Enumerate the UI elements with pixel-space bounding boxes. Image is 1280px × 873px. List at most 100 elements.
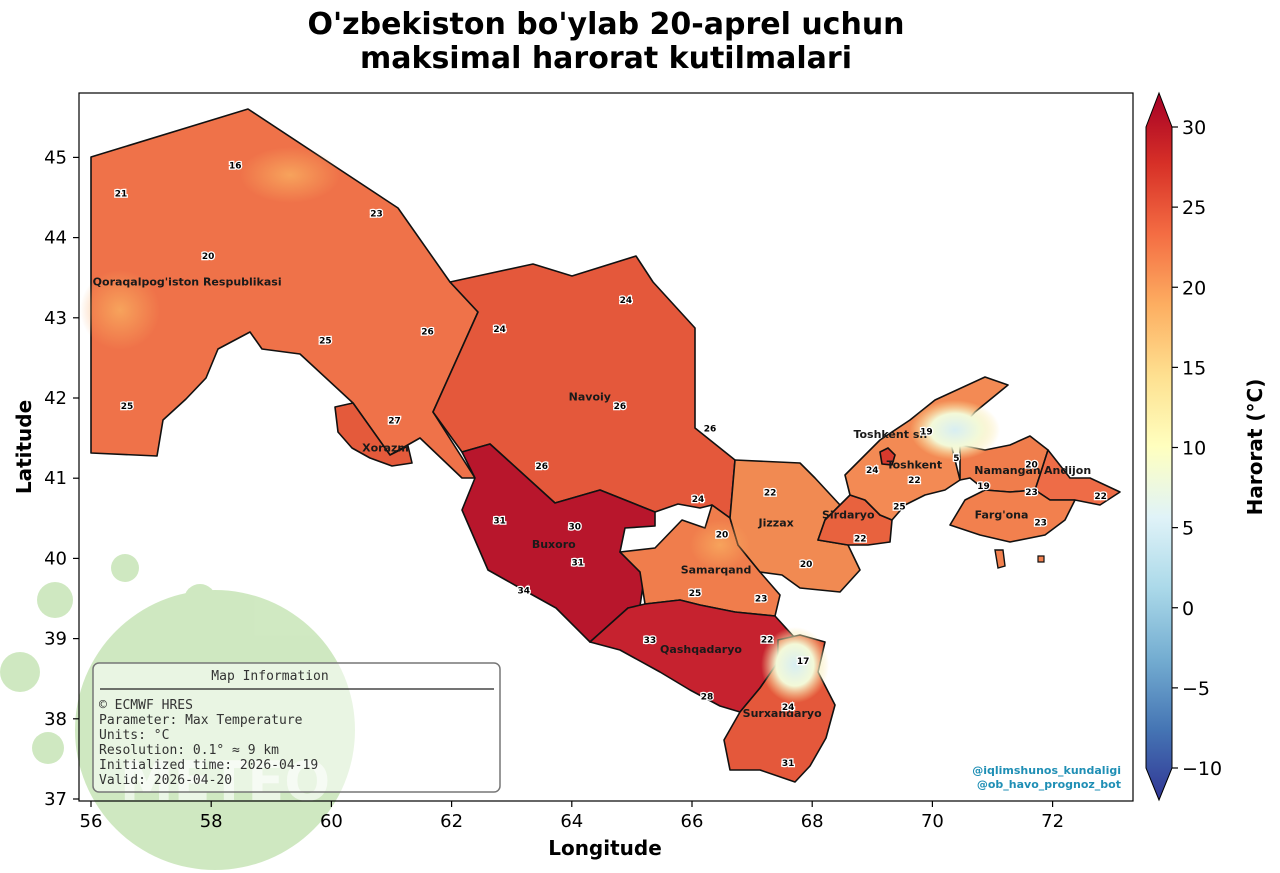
region-label: Samarqand xyxy=(681,564,752,577)
station-value-label: 26 xyxy=(421,327,434,337)
station-value-label: 20 xyxy=(800,560,813,570)
info-box-heading: Map Information xyxy=(211,669,328,684)
station-value-label: 25 xyxy=(319,336,332,346)
info-line-units: Units: °C xyxy=(99,728,169,743)
region-fargona-exclave xyxy=(994,549,1006,569)
station-value-label: 27 xyxy=(388,416,401,426)
station-value-label: 22 xyxy=(761,635,774,645)
station-value-label: 25 xyxy=(121,402,134,412)
y-tick-label: 42 xyxy=(44,388,67,409)
cool-zone-tashkent-mountains xyxy=(910,400,1000,460)
station-value-label: 22 xyxy=(908,476,921,486)
warm-patch-samarqand xyxy=(690,520,750,570)
y-tick-label: 41 xyxy=(44,468,67,489)
colorbar-tick-label: 30 xyxy=(1182,117,1206,139)
y-tick-label: 39 xyxy=(44,629,67,650)
y-tick-label: 45 xyxy=(44,147,67,168)
map-information-box: Map Information © ECMWF HRES Parameter: … xyxy=(92,662,501,793)
map-title-line-2: maksimal harorat kutilmalari xyxy=(360,41,852,76)
station-value-label: 26 xyxy=(704,424,717,434)
region-label: Navoiy xyxy=(569,390,611,403)
info-line-valid: Valid: 2026-04-20 xyxy=(99,773,232,788)
colorbar-tick-label: 0 xyxy=(1182,598,1194,620)
colorbar-ticks: −10 −5 0 5 10 15 20 25 30 xyxy=(1172,117,1222,780)
station-value-label: 22 xyxy=(764,489,777,499)
station-value-label: 24 xyxy=(782,703,795,713)
x-axis-label: Longitude xyxy=(548,836,662,860)
colorbar-bar xyxy=(1145,91,1173,802)
x-tick-label: 60 xyxy=(320,811,343,832)
region-label: Andijon xyxy=(1044,464,1091,477)
info-line-source: © ECMWF HRES xyxy=(99,698,193,713)
region-andijon xyxy=(1034,449,1121,506)
region-label: Sirdaryo xyxy=(822,508,875,521)
station-value-label: 28 xyxy=(701,692,714,702)
region-fargona xyxy=(949,489,1076,543)
station-value-label: 5 xyxy=(953,454,959,464)
station-value-label: 17 xyxy=(797,657,810,667)
region-labels: Qoraqalpog'iston Respublikasi Xorazm Navoi… xyxy=(93,276,1092,720)
credit-ob-havo-bot: @ob_havo_prognoz_bot xyxy=(977,778,1121,791)
station-value-label: 33 xyxy=(644,636,657,646)
info-line-parameter: Parameter: Max Temperature xyxy=(99,713,303,728)
x-tick-label: 68 xyxy=(801,811,824,832)
y-tick-label: 44 xyxy=(44,228,67,249)
station-value-label: 19 xyxy=(920,428,933,438)
colorbar-tick-label: −10 xyxy=(1182,758,1222,780)
y-tick-label: 37 xyxy=(44,789,67,810)
y-tick-label: 43 xyxy=(44,308,67,329)
station-value-label: 31 xyxy=(493,517,506,527)
station-value-label: 16 xyxy=(229,161,242,171)
x-tick-label: 58 xyxy=(200,811,223,832)
y-tick-label: 38 xyxy=(44,709,67,730)
station-value-label: 31 xyxy=(782,759,795,769)
y-tick-label: 40 xyxy=(44,548,67,569)
station-value-label: 25 xyxy=(893,502,906,512)
station-value-label: 24 xyxy=(493,325,506,335)
station-value-label: 34 xyxy=(517,586,530,596)
region-fargona-exclave-2 xyxy=(1037,555,1045,563)
station-value-label: 22 xyxy=(854,534,867,544)
map-title-line-1: O'zbekiston bo'ylab 20-aprel uchun xyxy=(307,7,905,42)
station-value-label: 23 xyxy=(370,210,383,220)
colorbar: −10 −5 0 5 10 15 20 25 30 Harorat (°C) xyxy=(1145,91,1267,802)
x-tick-label: 72 xyxy=(1041,811,1064,832)
station-value-label: 19 xyxy=(977,482,990,492)
station-value-label: 31 xyxy=(572,558,585,568)
station-value-label: 26 xyxy=(535,462,548,472)
region-label: Qashqadaryo xyxy=(660,643,742,656)
station-value-label: 20 xyxy=(716,530,729,540)
station-values: 16 21 23 20 26 25 25 27 24 24 26 26 26 24 22 20 20 31 30 31… xyxy=(114,160,1109,770)
warm-patch-north xyxy=(240,147,340,203)
colorbar-tick-label: 20 xyxy=(1182,277,1206,299)
map-regions-layer xyxy=(80,108,1121,783)
warm-patch-west xyxy=(80,270,160,350)
region-toshkent-shahri xyxy=(879,447,896,466)
colorbar-tick-label: 15 xyxy=(1182,357,1206,379)
x-tick-label: 66 xyxy=(681,811,704,832)
station-value-label: 24 xyxy=(692,495,705,505)
region-label: Qoraqalpog'iston Respublikasi xyxy=(93,276,282,289)
colorbar-label: Harorat (°C) xyxy=(1243,379,1267,516)
region-label: Toshkent xyxy=(887,459,943,472)
region-xorazm xyxy=(334,402,413,467)
colorbar-tick-label: 10 xyxy=(1182,438,1206,460)
region-label: Jizzax xyxy=(758,516,794,529)
map-axes-frame xyxy=(78,92,1134,802)
station-value-label: 24 xyxy=(620,296,633,306)
station-value-label: 24 xyxy=(866,466,879,476)
region-label: Toshkent sh xyxy=(853,428,927,441)
region-label: Surxandaryo xyxy=(743,707,822,720)
x-tick-label: 64 xyxy=(560,811,583,832)
region-label: Namangan xyxy=(974,464,1040,477)
station-value-label: 23 xyxy=(1034,518,1047,528)
station-value-label: 20 xyxy=(202,252,215,262)
station-value-label: 22 xyxy=(1094,492,1107,502)
x-tick-label: 70 xyxy=(921,811,944,832)
region-label: Xorazm xyxy=(362,442,409,455)
station-value-label: 25 xyxy=(689,589,702,599)
x-tick-label: 56 xyxy=(80,811,103,832)
station-value-label: 30 xyxy=(569,522,582,532)
info-line-resolution: Resolution: 0.1° ≈ 9 km xyxy=(99,743,279,758)
